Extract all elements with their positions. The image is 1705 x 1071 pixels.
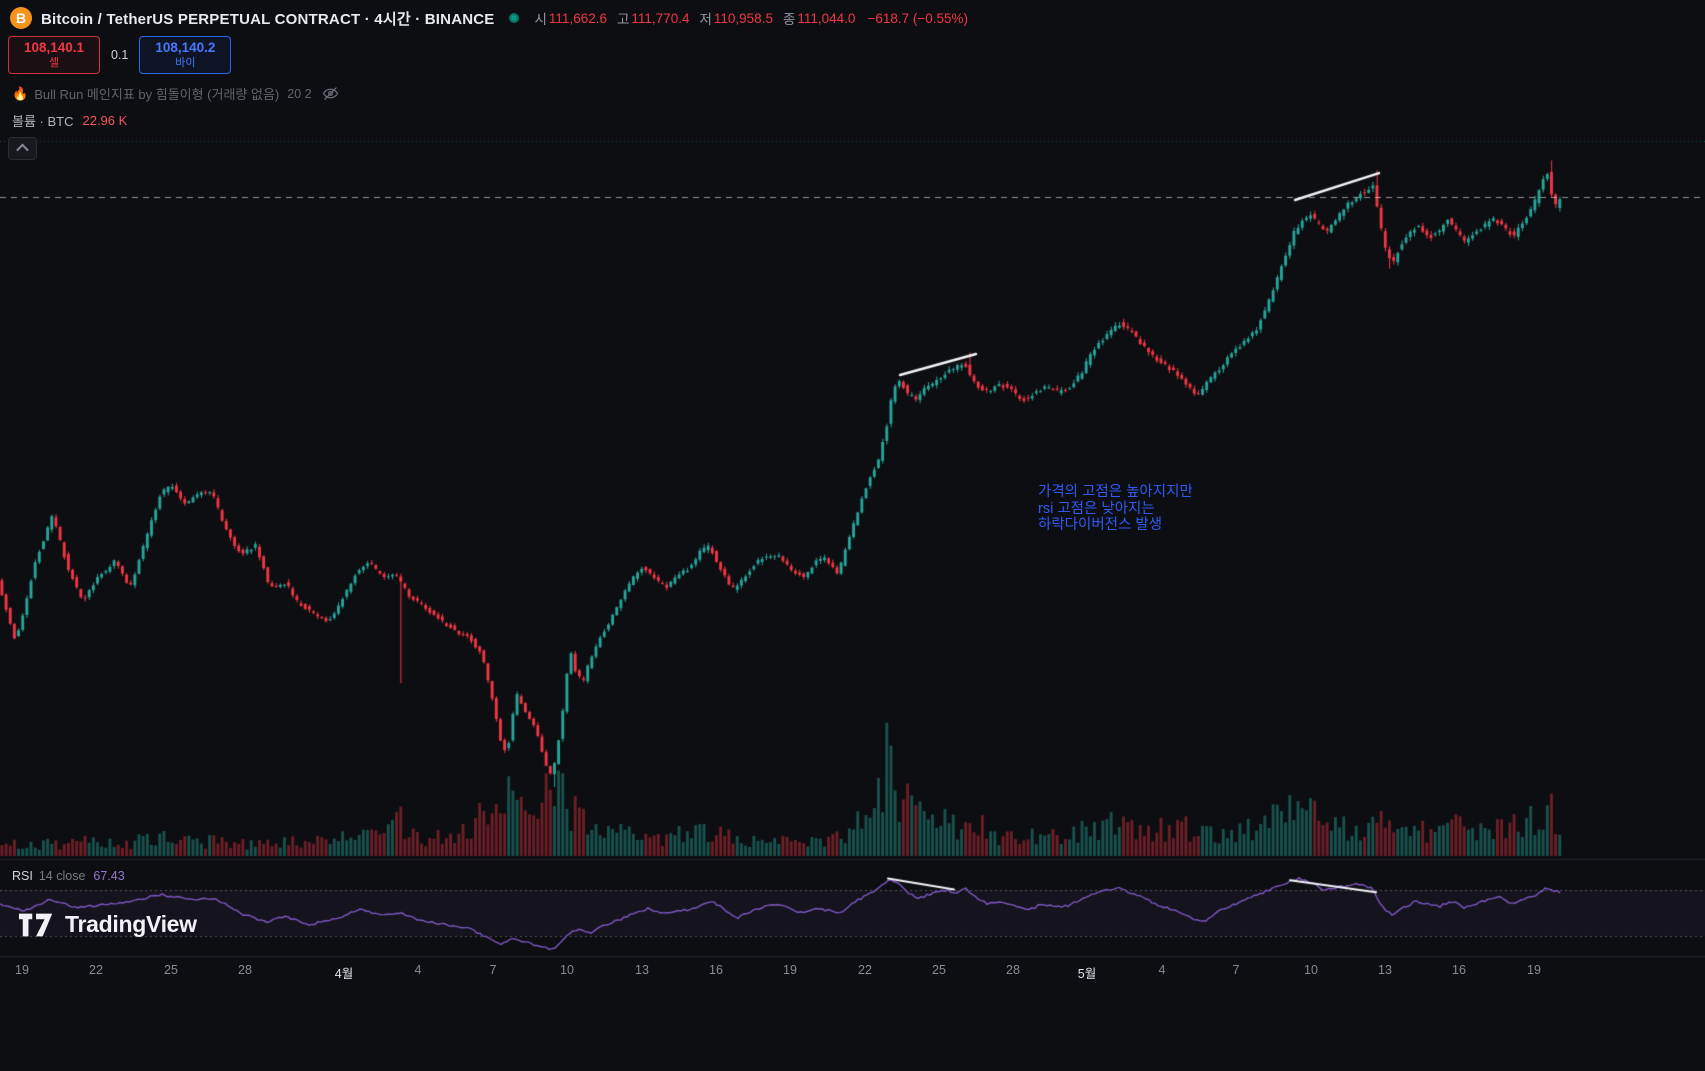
indicator-values: 20 2 (287, 86, 312, 101)
symbol-title[interactable]: Bitcoin / TetherUS PERPETUAL CONTRACT · … (41, 10, 495, 28)
ohlc-close-value: 111,044.0 (797, 10, 856, 26)
time-axis-label: 10 (1304, 963, 1318, 977)
symbol-header: B Bitcoin / TetherUS PERPETUAL CONTRACT … (10, 7, 978, 29)
indicator-title: Bull Run 메인지표 by 힘돌이형 (거래량 없음) (34, 87, 280, 102)
time-axis-label: 22 (89, 963, 103, 977)
rsi-title: RSI (12, 869, 33, 883)
time-axis-label: 22 (858, 963, 872, 977)
ohlc-change: −618.7 (−0.55%) (867, 10, 969, 26)
tradingview-logo-icon (18, 913, 53, 936)
ohlc-open-value: 111,662.6 (548, 10, 607, 26)
indicator-legend[interactable]: 🔥 Bull Run 메인지표 by 힘돌이형 (거래량 없음) 20 2 (12, 84, 339, 103)
trade-panel: 108,140.1 셀 0.1 108,140.2 바이 (8, 36, 232, 74)
time-axis-label: 25 (932, 963, 946, 977)
time-axis-label: 19 (15, 963, 29, 977)
sell-button[interactable]: 108,140.1 셀 (8, 36, 100, 74)
time-axis-label: 13 (1378, 963, 1392, 977)
time-axis-label: 28 (1006, 963, 1020, 977)
divergence-note-line2: rsi 고점은 낮아지는 (1038, 500, 1155, 517)
time-axis[interactable]: 19 22 25 28 4월 4 7 10 13 16 19 22 25 28 5월 4 7 10 13 16 19 (0, 958, 1705, 988)
ohlc-close-label: 종 (782, 12, 796, 27)
spread-value: 0.1 (111, 48, 129, 62)
ohlc-high-value: 111,770.4 (631, 10, 690, 26)
rsi-legend[interactable]: RSI 14 close 67.43 (12, 869, 125, 883)
chevron-up-icon (16, 143, 29, 157)
eye-off-icon[interactable] (322, 85, 339, 102)
volume-title: 볼륨 · BTC (12, 114, 74, 129)
ohlc-low-value: 110,958.5 (713, 10, 773, 26)
time-axis-label: 16 (709, 963, 723, 977)
time-axis-label: 25 (164, 963, 178, 977)
fire-icon: 🔥 (12, 85, 29, 101)
bitcoin-logo-icon: B (10, 7, 32, 29)
ohlc-high-label: 고 (616, 12, 630, 27)
volume-legend[interactable]: 볼륨 · BTC 22.96 K (12, 111, 127, 130)
time-axis-label: 16 (1452, 963, 1466, 977)
buy-label: 바이 (175, 56, 196, 69)
rsi-params: 14 close (38, 869, 86, 883)
sell-price: 108,140.1 (23, 40, 85, 56)
ohlc-readout: 시 111,662.6 고 111,770.4 저 110,958.5 종 11… (535, 8, 979, 28)
time-axis-label: 4 (414, 963, 422, 977)
ohlc-low-label: 저 (699, 12, 712, 27)
buy-price: 108,140.2 (155, 40, 216, 56)
time-axis-label: 7 (1232, 963, 1240, 977)
market-status-icon[interactable] (508, 13, 519, 23)
rsi-value: 67.43 (93, 869, 125, 883)
time-axis-label: 10 (560, 963, 574, 977)
tradingview-watermark[interactable]: TradingView (18, 911, 197, 938)
watermark-text: TradingView (65, 911, 197, 937)
divergence-note[interactable]: 가격의 고점은 높아지지만 rsi 고점은 낮아지는 하락다이버전스 발생 (1038, 484, 1193, 534)
sell-label: 셀 (48, 56, 60, 69)
time-axis-label: 4월 (334, 967, 354, 981)
ohlc-open-label: 시 (534, 12, 547, 27)
divergence-note-line3: 하락다이버전스 발생 (1038, 517, 1163, 534)
time-axis-label: 19 (1527, 963, 1541, 977)
time-axis-label: 19 (783, 963, 797, 977)
buy-button[interactable]: 108,140.2 바이 (139, 36, 232, 74)
time-axis-label: 28 (238, 963, 252, 977)
time-axis-label: 7 (489, 963, 497, 977)
time-axis-label: 5월 (1077, 967, 1097, 981)
collapse-toolbar-button[interactable] (8, 137, 37, 160)
time-axis-label: 13 (635, 963, 649, 977)
divergence-note-line1: 가격의 고점은 높아지지만 (1038, 484, 1193, 500)
volume-value: 22.96 K (82, 113, 128, 128)
time-axis-label: 4 (1158, 963, 1166, 977)
